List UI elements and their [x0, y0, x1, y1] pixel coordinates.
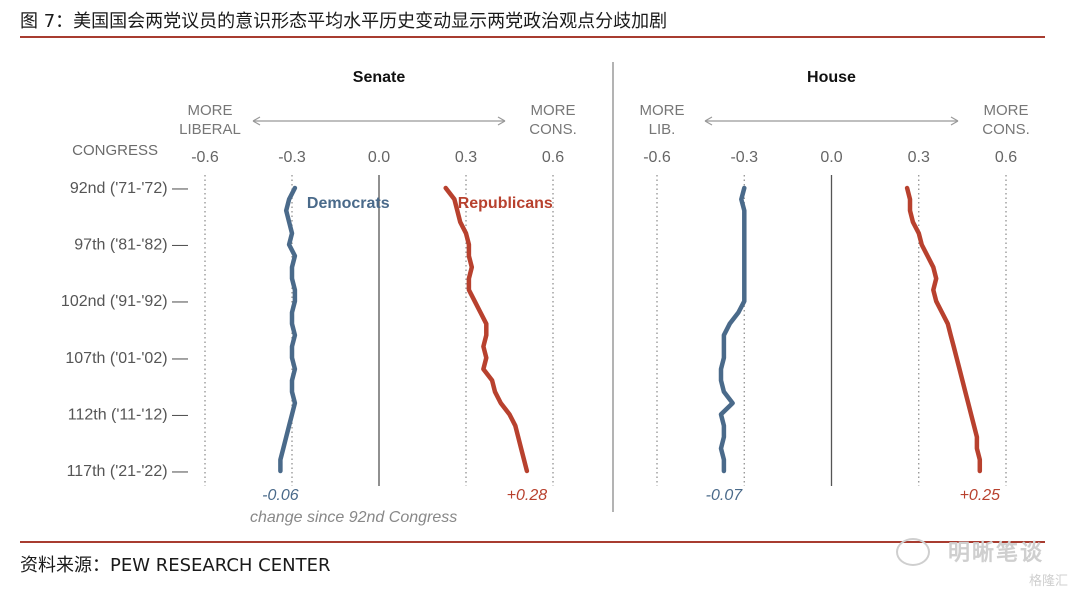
top-rule: [20, 36, 1045, 38]
panel-senate-democrats-change-label: -0.06: [262, 487, 299, 504]
congress-tick-label: 92nd ('71-'72) —: [70, 180, 188, 197]
figure-title: 图 7：美国国会两党议员的意识形态平均水平历史变动显示两党政治观点分歧加剧: [20, 11, 668, 32]
congress-tick-label: 97th ('81-'82) —: [74, 237, 188, 254]
panel-senate-x-tick-label: 0.6: [542, 149, 564, 166]
panel-senate-republicans-legend-label: Republicans: [458, 195, 553, 212]
panel-house-republicans-line: [904, 185, 983, 474]
panel-senate-right-direction-label: MORE: [531, 102, 576, 119]
panel-house-democrats-change-label: -0.07: [706, 487, 744, 504]
panel-house-x-tick-label: -0.6: [643, 149, 671, 166]
panel-senate-democrats-legend-label: Democrats: [307, 195, 390, 212]
panel-house-x-tick-label: 0.0: [820, 149, 842, 166]
watermark-brand: 明晰笔谈: [947, 541, 1044, 566]
watermark-site: 格隆汇: [1028, 574, 1068, 589]
panel-house-right-direction-label: MORE: [984, 102, 1029, 119]
panel-senate-x-tick-label: 0.3: [455, 149, 477, 166]
panel-house-arrow-left-icon: [704, 116, 713, 126]
panel-senate-x-tick-label: -0.6: [191, 149, 219, 166]
panel-senate-republicans-change-label: +0.28: [507, 487, 548, 504]
panel-senate-left-direction-label: MORE: [188, 102, 233, 119]
panel-senate-republicans-line: [443, 185, 530, 474]
panel-house-x-tick-label: 0.3: [908, 149, 930, 166]
panel-house-x-tick-label: -0.3: [730, 149, 758, 166]
change-footnote: change since 92nd Congress: [250, 509, 457, 526]
panel-senate-left-direction-label: LIBERAL: [179, 121, 241, 138]
panel-house-left-direction-label: LIB.: [649, 121, 676, 138]
congress-tick-label: 102nd ('91-'92) —: [61, 293, 188, 310]
panel-senate-arrow-left-icon: [252, 116, 261, 126]
panel-senate-right-direction-label: CONS.: [529, 121, 577, 138]
panel-house-left-direction-label: MORE: [640, 102, 685, 119]
congress-axis-title: CONGRESS: [72, 142, 158, 159]
panel-senate-title: Senate: [353, 69, 406, 86]
panel-senate-arrow-right-icon: [497, 116, 506, 126]
panel-senate-x-tick-label: -0.3: [278, 149, 306, 166]
source-note: 资料来源：PEW RESEARCH CENTER: [20, 555, 331, 576]
congress-tick-label: 112th ('11-'12) —: [68, 406, 188, 423]
panel-senate-x-tick-label: 0.0: [368, 149, 390, 166]
panel-house-x-tick-label: 0.6: [995, 149, 1017, 166]
panel-house-title: House: [807, 69, 856, 86]
panel-house-right-direction-label: CONS.: [982, 121, 1030, 138]
congress-tick-label: 107th ('01-'02) —: [65, 350, 188, 367]
panel-house-republicans-change-label: +0.25: [960, 487, 1001, 504]
panel-house-arrow-right-icon: [950, 116, 959, 126]
congress-tick-label: 117th ('21-'22) —: [67, 463, 188, 480]
bottom-rule: [20, 541, 1045, 543]
panel-house-democrats-line: [718, 185, 747, 474]
panel-senate-democrats-line: [278, 185, 298, 474]
wechat-logo-icon: [896, 538, 930, 566]
